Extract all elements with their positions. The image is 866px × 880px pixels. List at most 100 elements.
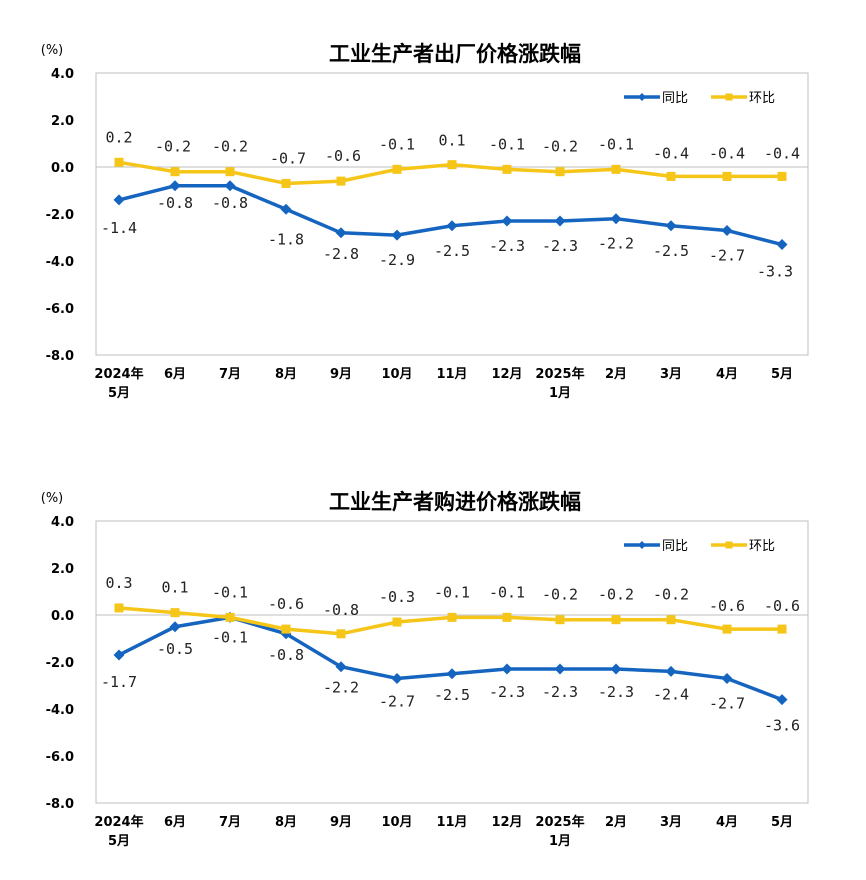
mom-point <box>281 624 291 634</box>
yoy-data-label: -2.8 <box>323 245 359 263</box>
yoy-point <box>113 649 125 661</box>
chart-title: 工业生产者出厂价格涨跌幅 <box>329 42 581 66</box>
mom-data-label: -0.2 <box>598 586 634 604</box>
yoy-data-label: -2.3 <box>542 237 578 255</box>
mom-data-label: -0.6 <box>268 595 304 613</box>
mom-point <box>114 157 124 167</box>
x-tick-label: 2月 <box>605 815 627 830</box>
x-tick-label: 9月 <box>330 367 352 382</box>
yoy-data-label: -2.5 <box>434 242 470 260</box>
x-tick-label: 11月 <box>436 367 467 382</box>
yoy-data-label: -0.1 <box>212 628 248 646</box>
yoy-data-label: -2.7 <box>709 694 745 712</box>
yoy-point <box>501 215 513 227</box>
x-tick-label: 2024年 <box>94 814 143 830</box>
mom-data-label: 0.1 <box>161 579 188 597</box>
mom-point <box>555 167 565 177</box>
x-tick-label: 11月 <box>436 815 467 830</box>
mom-point <box>611 615 621 625</box>
legend-label-yoy: 同比 <box>662 539 688 554</box>
mom-point <box>502 164 512 174</box>
mom-point <box>447 160 457 170</box>
y-tick-label: 0.0 <box>51 609 74 624</box>
yoy-data-label: -2.5 <box>434 686 470 704</box>
x-tick-label: 9月 <box>330 815 352 830</box>
mom-point <box>777 624 787 634</box>
x-tick-label: 2024年 <box>94 366 143 382</box>
y-tick-label: -2.0 <box>46 656 74 671</box>
x-tick-label: 1月 <box>549 386 571 401</box>
y-tick-label: -2.0 <box>46 208 74 223</box>
mom-data-label: -0.2 <box>653 586 689 604</box>
yoy-point <box>721 224 733 236</box>
x-tick-label: 3月 <box>660 815 682 830</box>
yoy-point <box>554 215 566 227</box>
y-tick-label: -8.0 <box>46 797 74 812</box>
mom-point <box>225 167 235 177</box>
mom-point <box>502 612 512 622</box>
mom-data-label: -0.6 <box>764 597 800 615</box>
x-tick-label: 5月 <box>771 815 793 830</box>
mom-point <box>611 164 621 174</box>
mom-point <box>447 612 457 622</box>
yoy-point <box>721 672 733 684</box>
yoy-data-label: -2.2 <box>323 679 359 697</box>
plot-frame <box>95 72 809 356</box>
mom-data-label: -0.1 <box>598 135 634 153</box>
chart-purchase-price: 工业生产者购进价格涨跌幅 (%) 4.0 2.0 0.0 -2.0 -4.0 -6.0 -8.0… <box>0 448 866 880</box>
mom-data-label: -0.2 <box>155 138 191 156</box>
yoy-data-label: -2.9 <box>379 251 415 269</box>
x-tick-label: 10月 <box>381 367 412 382</box>
yoy-point <box>446 668 458 680</box>
yoy-data-label: -2.7 <box>709 246 745 264</box>
y-tick-label: 4.0 <box>51 67 74 82</box>
yoy-data-label: -1.8 <box>268 230 304 248</box>
mom-point <box>392 617 402 627</box>
yoy-point <box>391 672 403 684</box>
yoy-point <box>391 229 403 241</box>
mom-data-label: -0.2 <box>542 138 578 156</box>
yoy-point <box>554 663 566 675</box>
yoy-data-label: -0.5 <box>157 640 193 658</box>
chart-purchase-price-svg: 工业生产者购进价格涨跌幅 (%) 4.0 2.0 0.0 -2.0 -4.0 -6.0 -8.0… <box>41 490 809 849</box>
y-tick-label: -4.0 <box>46 255 74 270</box>
yoy-point <box>776 239 788 251</box>
x-tick-label: 5月 <box>771 367 793 382</box>
y-tick-label: -4.0 <box>46 703 74 718</box>
yoy-point <box>169 621 181 633</box>
mom-data-label: 0.3 <box>105 574 132 592</box>
mom-point <box>170 167 180 177</box>
x-tick-label: 8月 <box>275 367 297 382</box>
x-tick-label: 12月 <box>491 367 522 382</box>
mom-data-label: -0.7 <box>270 149 306 167</box>
mom-point <box>336 176 346 186</box>
mom-data-label: -0.4 <box>764 144 800 162</box>
y-tick-label: -6.0 <box>46 302 74 317</box>
mom-data-label: -0.4 <box>709 144 745 162</box>
x-tick-label: 4月 <box>716 815 738 830</box>
x-tick-label: 3月 <box>660 367 682 382</box>
mom-point <box>281 178 291 188</box>
yoy-point <box>665 220 677 232</box>
x-tick-label: 5月 <box>108 386 130 401</box>
legend-marker-mom <box>725 93 733 101</box>
yoy-point <box>169 180 181 192</box>
x-tick-label: 12月 <box>491 815 522 830</box>
mom-point <box>225 612 235 622</box>
mom-data-label: -0.1 <box>489 583 525 601</box>
x-tick-label: 7月 <box>219 815 241 830</box>
y-unit-label: (%) <box>41 43 64 58</box>
x-tick-label: 2025年 <box>535 366 584 382</box>
plot-frame <box>95 520 809 804</box>
legend-marker-yoy <box>638 93 646 101</box>
x-tick-label: 8月 <box>275 815 297 830</box>
yoy-data-label: -2.3 <box>542 683 578 701</box>
mom-data-label: -0.1 <box>434 583 470 601</box>
mom-point <box>777 171 787 181</box>
mom-data-label: -0.1 <box>489 135 525 153</box>
mom-data-label: -0.6 <box>325 147 361 165</box>
mom-data-label: -0.1 <box>379 135 415 153</box>
yoy-point <box>280 203 292 215</box>
yoy-data-label: -1.7 <box>101 673 137 691</box>
yoy-data-label: -3.3 <box>757 263 793 281</box>
